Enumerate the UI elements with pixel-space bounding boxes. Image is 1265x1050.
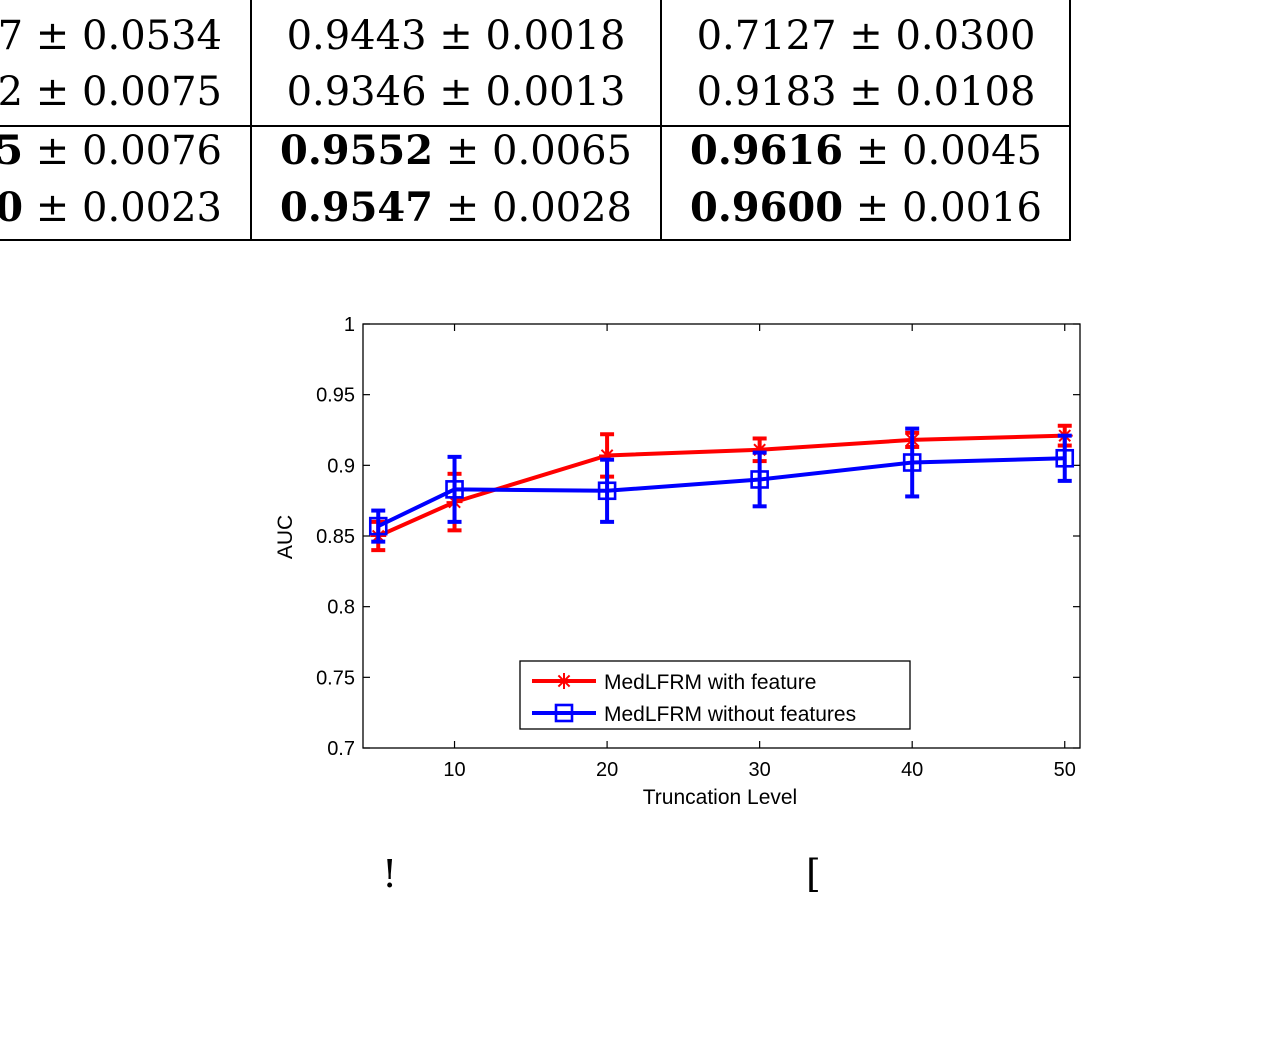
series-2 [368, 426, 1075, 544]
y-tick-label: 0.9 [327, 455, 355, 477]
table-cell: 0 ± 0.0023 [0, 184, 222, 231]
page-fragment-right: [ [806, 852, 821, 896]
data-point [597, 481, 617, 501]
table-divider-3 [1069, 0, 1071, 241]
x-tick-label: 30 [749, 759, 771, 781]
series-line [377, 456, 1065, 528]
table-cell: 5 ± 0.0076 [0, 127, 222, 174]
table-cell: 0.9183 ± 0.0108 [696, 69, 1036, 115]
x-tick-label: 20 [596, 759, 618, 781]
series-layer [368, 423, 1075, 553]
table-cell: 0.9443 ± 0.0018 [286, 13, 626, 59]
table-cell: 0.9600 ± 0.0016 [690, 184, 1042, 231]
table-cell: 0.9552 ± 0.0065 [280, 127, 632, 174]
page-fragment-left: ! [382, 852, 398, 896]
auc-line-chart: 0.7 0.75 0.8 0.85 0.9 0.95 1 10 20 30 40 50 Truncat… [274, 314, 1081, 809]
x-tick-label: 50 [1054, 759, 1076, 781]
legend-box [519, 660, 911, 730]
y-tick-label: 0.7 [327, 738, 355, 760]
data-point [750, 470, 769, 489]
x-tick-label: 10 [443, 759, 465, 781]
table-cell: 2 ± 0.0075 [0, 69, 222, 115]
data-point [368, 516, 388, 536]
y-tick-label: 0.8 [327, 597, 355, 619]
table-cell: 0.9346 ± 0.0013 [286, 69, 626, 115]
y-tick-label: 0.95 [316, 385, 355, 407]
y-tick-label: 1 [344, 314, 355, 336]
x-axis-label: Truncation Level [643, 786, 797, 809]
legend-label: MedLFRM with feature [604, 671, 816, 694]
axes: 0.7 0.75 0.8 0.85 0.9 0.95 1 10 20 30 40 50 [316, 314, 1081, 781]
data-point [1055, 448, 1075, 468]
table-cell: 7 ± 0.0534 [0, 13, 222, 59]
data-point [902, 453, 922, 472]
y-axis-label: AUC [274, 515, 297, 559]
legend: MedLFRM with feature MedLFRM without feat… [519, 660, 911, 730]
y-tick-label: 0.75 [316, 667, 355, 689]
table-divider-2 [660, 0, 662, 241]
x-tick-label: 40 [901, 759, 923, 781]
data-point [556, 673, 572, 689]
series-line [377, 433, 1065, 538]
data-point [554, 703, 574, 723]
table-cell: 0.7127 ± 0.0300 [696, 13, 1036, 59]
table-rule-mid [0, 125, 1071, 127]
legend-label: MedLFRM without features [604, 703, 856, 726]
table-rule-bottom [0, 239, 1071, 241]
data-point [445, 480, 464, 499]
results-table: 7 ± 0.0534 0.9443 ± 0.0018 0.7127 ± 0.03… [0, 0, 1071, 241]
table-divider-1 [250, 0, 252, 241]
marker-stroke [557, 674, 571, 688]
table-cell: 0.9547 ± 0.0028 [280, 184, 632, 231]
y-tick-label: 0.85 [316, 526, 355, 548]
table-cell: 0.9616 ± 0.0045 [690, 127, 1042, 174]
